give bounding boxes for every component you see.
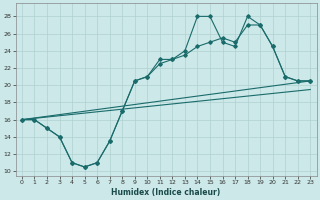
X-axis label: Humidex (Indice chaleur): Humidex (Indice chaleur) <box>111 188 221 197</box>
